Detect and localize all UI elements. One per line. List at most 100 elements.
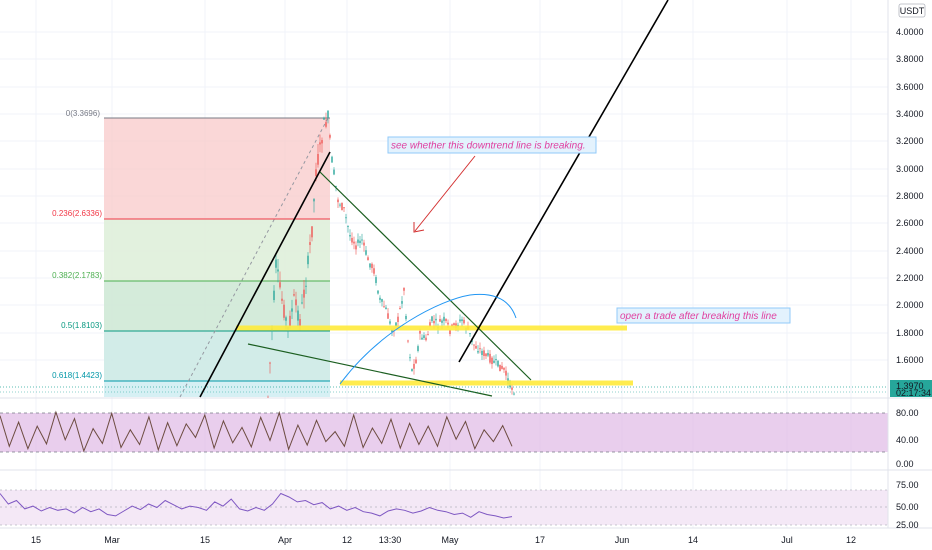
fib-zone-blue	[104, 381, 330, 397]
time-tick: 15	[200, 535, 210, 545]
indicator1-band	[0, 413, 888, 452]
candle-body	[497, 360, 499, 367]
candle-body	[431, 316, 433, 322]
candle-body	[399, 307, 401, 309]
candle-body	[291, 308, 293, 312]
candle-body	[269, 362, 271, 364]
fib-label-0: 0(3.3696)	[66, 109, 101, 118]
indicator2-pane	[0, 489, 888, 526]
currency-badge[interactable]: USDT	[898, 3, 926, 18]
candle-body	[441, 320, 443, 323]
price-tick: 2.8000	[896, 191, 924, 201]
downtrend-line[interactable]	[319, 171, 532, 381]
candle-body	[303, 289, 305, 298]
candle-body	[491, 357, 493, 365]
countdown-value: 02:17:34	[896, 388, 931, 398]
indicator2-tick: 25.00	[896, 520, 919, 530]
time-tick: 14	[688, 535, 698, 545]
price-tick: 4.0000	[896, 27, 924, 37]
candle-body	[363, 242, 365, 246]
candle-body	[451, 324, 453, 326]
candle-body	[387, 313, 389, 319]
price-tick: 3.4000	[896, 109, 924, 119]
price-axis[interactable]: USDT 4.0000 3.8000 3.6000 3.4000 3.2000 …	[887, 0, 932, 530]
candle-body	[445, 318, 447, 322]
candle-body	[327, 110, 329, 118]
trade-note[interactable]: open a trade after breaking this line	[616, 307, 791, 324]
candle-body	[419, 330, 421, 334]
fib-label-0236: 0.236(2.6336)	[52, 209, 102, 218]
candle-body	[479, 348, 481, 350]
candle-body	[469, 333, 471, 335]
time-tick: 15	[31, 535, 41, 545]
candle-body	[339, 204, 341, 206]
candle-body	[381, 299, 383, 302]
price-tick: 2.2000	[896, 273, 924, 283]
indicator1-line	[0, 410, 513, 453]
fib-label-0618: 0.618(1.4423)	[52, 371, 102, 380]
candle-body	[285, 317, 287, 321]
candle-body	[489, 353, 491, 363]
candle-body	[439, 319, 441, 322]
candle-body	[407, 340, 409, 342]
candle-body	[277, 269, 279, 272]
time-tick: 17	[535, 535, 545, 545]
candle-body	[447, 322, 449, 325]
fib-zone-green	[104, 281, 330, 331]
candle-body	[373, 268, 375, 274]
time-tick: 12	[846, 535, 856, 545]
candle-body	[427, 334, 429, 336]
price-tick: 3.8000	[896, 54, 924, 64]
candle-body	[391, 329, 393, 333]
price-tick: 3.2000	[896, 136, 924, 146]
rsi-line	[0, 492, 513, 519]
price-tick: 2.4000	[896, 246, 924, 256]
candle-body	[267, 396, 269, 398]
indicator2-tick: 75.00	[896, 480, 919, 490]
candle-body	[321, 140, 323, 144]
candle-body	[385, 307, 387, 310]
fib-zone-light-green	[104, 219, 330, 281]
downtrend-note[interactable]: see whether this downtrend line is break…	[387, 136, 597, 154]
candle-body	[379, 297, 381, 300]
candle-body	[411, 368, 413, 371]
candle-body	[415, 359, 417, 364]
candle-body	[275, 259, 277, 268]
candle-body	[317, 154, 319, 165]
candle-body	[359, 240, 361, 244]
candle-body	[473, 344, 475, 346]
candle-body	[461, 319, 463, 322]
candle-body	[511, 387, 513, 390]
fib-retracement[interactable]: 0(3.3696) 0.236(2.6336) 0.382(2.1783) 0.…	[52, 109, 330, 398]
time-tick: Apr	[278, 535, 292, 545]
candle-body	[325, 122, 327, 127]
candle-body	[487, 352, 489, 356]
curve-arc[interactable]	[339, 293, 517, 385]
candle-body	[315, 169, 317, 176]
indicator2-tick: 50.00	[896, 502, 919, 512]
candle-body	[307, 255, 309, 265]
candle-body	[323, 117, 325, 120]
indicator1-tick: 0.00	[896, 459, 914, 469]
candle-body	[369, 263, 371, 268]
candle-body	[383, 306, 385, 308]
projection-line[interactable]	[458, 0, 669, 363]
uptrend-line[interactable]	[199, 151, 331, 398]
candle-body	[433, 321, 435, 324]
candle-body	[429, 322, 431, 327]
candle-body	[375, 277, 377, 283]
candle-body	[495, 358, 497, 361]
time-tick: 13:30	[379, 535, 402, 545]
candle-body	[301, 302, 303, 304]
last-price-badge: 1.3970 02:17:34	[890, 380, 932, 398]
candle-body	[333, 169, 335, 175]
time-axis[interactable]: 15 Mar 15 Apr 12 13:30 May 17 Jun 14 Jul…	[31, 535, 856, 545]
candle-body	[273, 290, 275, 301]
candle-body	[485, 353, 487, 357]
lower-trend-line[interactable]	[247, 343, 493, 397]
arrow-head-icon	[413, 222, 425, 233]
candle-body	[313, 199, 315, 202]
currency-label: USDT	[900, 6, 925, 16]
candle-body	[421, 337, 423, 340]
